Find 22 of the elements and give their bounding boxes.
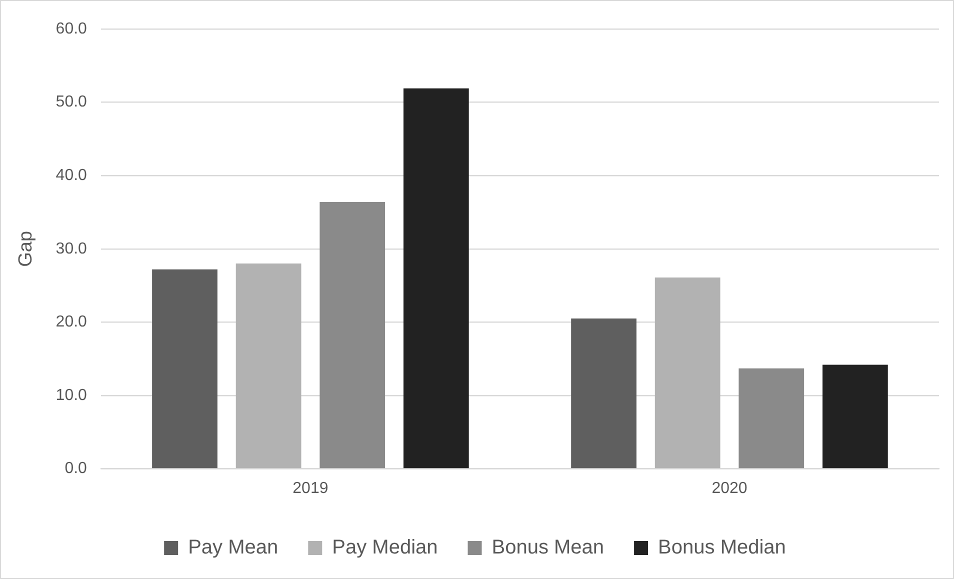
legend-label: Pay Median — [332, 536, 438, 559]
y-tick-label: 10.0 — [56, 386, 88, 404]
legend-label: Pay Mean — [188, 536, 278, 559]
legend-label: Bonus Median — [658, 536, 786, 559]
x-tick-label: 2020 — [712, 480, 748, 497]
y-tick-label: 20.0 — [56, 314, 88, 331]
y-tick-label: 60.0 — [56, 20, 88, 38]
bar — [654, 277, 720, 468]
bar — [152, 269, 218, 468]
bar — [822, 364, 888, 468]
y-tick-label: 0.0 — [64, 460, 88, 478]
y-axis-title: Gap — [16, 230, 37, 267]
bar — [738, 368, 804, 468]
x-tick-label: 2019 — [292, 480, 328, 497]
bar — [571, 318, 636, 468]
bar — [320, 202, 386, 468]
y-tick-label: 30.0 — [56, 240, 88, 258]
legend-label: Bonus Mean — [492, 536, 604, 559]
y-tick-label: 50.0 — [56, 94, 88, 111]
y-tick-label: 40.0 — [56, 167, 88, 184]
bar — [236, 264, 302, 468]
bar — [403, 88, 469, 468]
